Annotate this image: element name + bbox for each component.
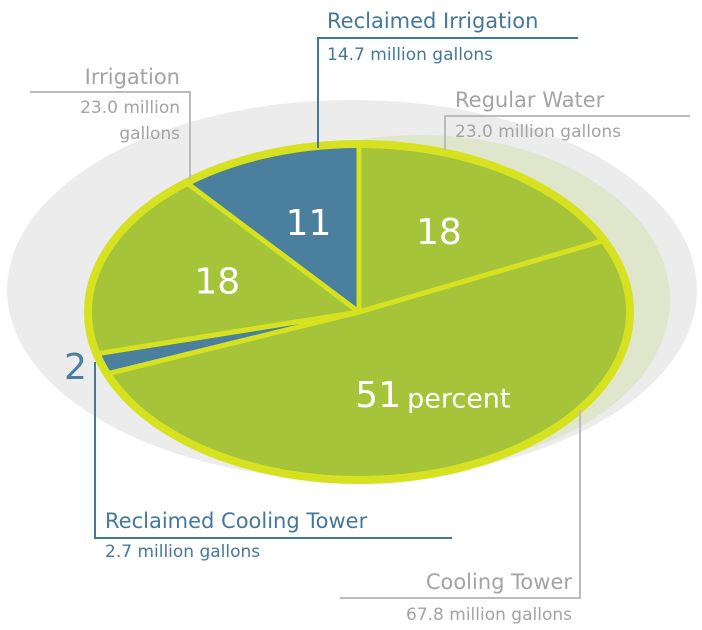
callout-name: Cooling Tower [425, 570, 572, 594]
callout-line [30, 91, 191, 180]
callout-name: Reclaimed Cooling Tower [105, 509, 368, 533]
data-label: 51 [355, 375, 401, 416]
data-label: 18 [416, 212, 462, 253]
callout-detail: 23.0 million gallons [80, 98, 180, 144]
callout-line [94, 362, 452, 539]
rim [84, 140, 634, 484]
data-label: 11 [286, 203, 332, 244]
callout-line [340, 410, 581, 599]
data-label: 18 [194, 261, 240, 302]
unit-label: percent [407, 383, 510, 414]
callout-detail: 14.7 million gallons [327, 45, 493, 65]
callout-name: Regular Water [455, 88, 605, 112]
callout-name: Reclaimed Irrigation [327, 9, 539, 33]
callout-detail: 2.7 million gallons [105, 542, 261, 562]
callout-line [444, 115, 690, 150]
data-label: 2 [64, 347, 87, 388]
callout-detail: 67.8 million gallons [406, 605, 572, 625]
callout-detail: 23.0 million gallons [455, 122, 621, 142]
callout-name: Irrigation [84, 65, 180, 89]
callout-line [317, 37, 578, 148]
